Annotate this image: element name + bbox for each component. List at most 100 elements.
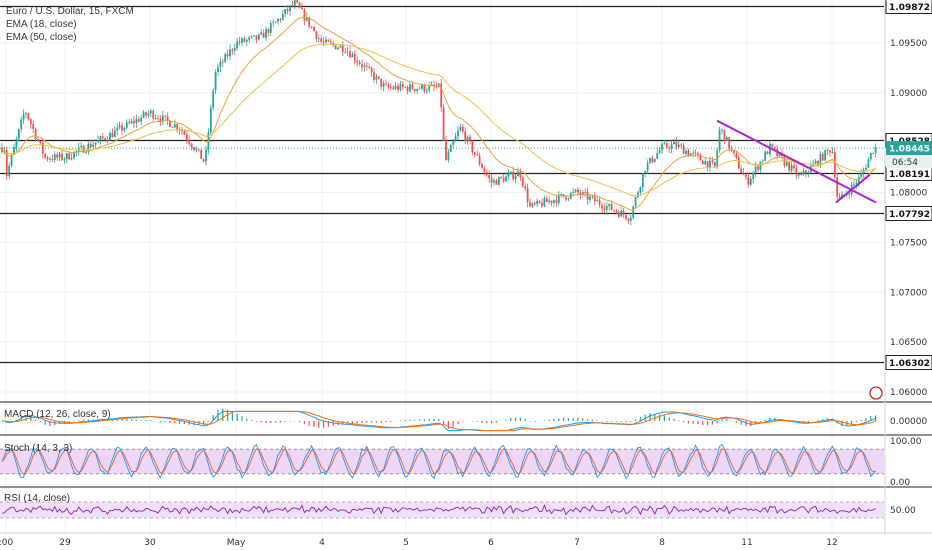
candle-body-224 [538, 200, 541, 203]
candle-body-135 [325, 39, 327, 43]
candle-body-106 [255, 35, 258, 40]
candle-body-82 [197, 149, 200, 151]
candle-body-297 [713, 162, 716, 167]
time-label-7: 7 [574, 538, 580, 548]
candle-body-18 [44, 153, 47, 158]
candle-body-207 [497, 176, 500, 185]
candle-body-90 [217, 67, 219, 73]
candle-body-41 [99, 136, 102, 140]
stoch-tick-0: 100.00 [890, 437, 922, 447]
candle-body-356 [855, 183, 858, 185]
candle-body-133 [320, 38, 323, 42]
candle-body-342 [821, 154, 824, 161]
candle-body-130 [313, 26, 315, 32]
ema-slow-legend: EMA (50, close) [6, 32, 77, 43]
candle-body-358 [860, 173, 863, 178]
candle-body-155 [373, 72, 375, 80]
candle-body-329 [790, 165, 793, 171]
candle-body-13 [32, 124, 35, 129]
candle-body-256 [615, 210, 618, 213]
candle-body-203 [488, 175, 491, 179]
candle-body-238 [572, 191, 575, 193]
candle-body-261 [627, 218, 630, 221]
candle-body-198 [476, 154, 479, 156]
candle-body-336 [807, 172, 810, 174]
candle-body-150 [361, 64, 363, 68]
candle-body-128 [308, 17, 311, 27]
candle-body-185 [445, 139, 447, 160]
candle-body-245 [589, 196, 591, 200]
trendlines[interactable] [716, 119, 877, 204]
candle-body-295 [709, 160, 711, 168]
candle-body-31 [75, 151, 78, 152]
candle-body-196 [471, 141, 474, 153]
candle-body-67 [161, 115, 164, 122]
candle-body-35 [85, 151, 87, 153]
candle-body-19 [46, 157, 49, 160]
stoch-d-line [1, 448, 876, 476]
candle-body-181 [435, 86, 438, 88]
candle-body-304 [730, 148, 733, 150]
candle-body-271 [651, 157, 654, 162]
candle-body-230 [553, 200, 555, 203]
candle-body-288 [692, 152, 695, 154]
candle-body-142 [341, 45, 344, 52]
candle-body-214 [514, 176, 517, 180]
candle-body-265 [637, 192, 639, 198]
candle-body-208 [500, 176, 503, 178]
candle-body-59 [142, 112, 145, 118]
candle-body-53 [128, 122, 131, 124]
candle-body-60 [145, 112, 147, 116]
candle-body-269 [646, 162, 649, 172]
candle-body-126 [303, 9, 306, 21]
price-tick-1: 1.09000 [890, 89, 927, 99]
candle-body-168 [404, 86, 407, 88]
candle-body-7 [17, 129, 20, 139]
candle-body-209 [502, 177, 505, 182]
candle-body-38 [92, 144, 95, 148]
candle-body-344 [826, 149, 829, 151]
candle-body-294 [706, 161, 709, 168]
candle-body-28 [68, 153, 71, 160]
candle-body-233 [560, 194, 563, 195]
time-label-0: :00 [0, 538, 14, 548]
candle-body-0 [1, 147, 3, 153]
candle-body-104 [250, 36, 253, 38]
candle-body-20 [49, 159, 51, 160]
candle-body-161 [387, 84, 390, 88]
candle-body-91 [219, 61, 222, 68]
candle-body-193 [464, 131, 467, 142]
candle-body-108 [260, 32, 263, 35]
ema-lines [1, 16, 876, 211]
candle-body-252 [605, 206, 608, 210]
candle-body-29 [70, 158, 73, 160]
candle-body-206 [495, 180, 498, 185]
candle-body-176 [423, 84, 426, 92]
candle-body-115 [277, 18, 279, 22]
candle-body-73 [176, 124, 179, 130]
candle-body-36 [87, 143, 90, 152]
candle-body-54 [130, 120, 133, 124]
candle-body-263 [632, 206, 635, 218]
candle-body-244 [586, 192, 589, 200]
candle-body-118 [284, 9, 287, 14]
candle-body-109 [262, 32, 265, 38]
level-tag-0 [885, 0, 932, 14]
candle-body-96 [231, 49, 234, 51]
candle-body-68 [164, 115, 167, 117]
candle-body-63 [152, 110, 155, 119]
candle-body-8 [20, 119, 23, 130]
candle-body-363 [872, 152, 875, 154]
candle-body-327 [785, 162, 788, 166]
indicator-panes [0, 401, 932, 519]
trendline-0 [716, 119, 877, 204]
candle-body-273 [656, 153, 659, 159]
ema-fast-line [1, 16, 876, 211]
macd-signal-line [2, 410, 876, 432]
price-axis: 1.09500 1.09000 1.08000 1.07500 1.07000 1.065… [869, 0, 932, 535]
candle-body-149 [358, 62, 361, 65]
candle-body-189 [454, 136, 457, 142]
candle-body-210 [505, 176, 507, 182]
candle-body-81 [195, 149, 198, 151]
